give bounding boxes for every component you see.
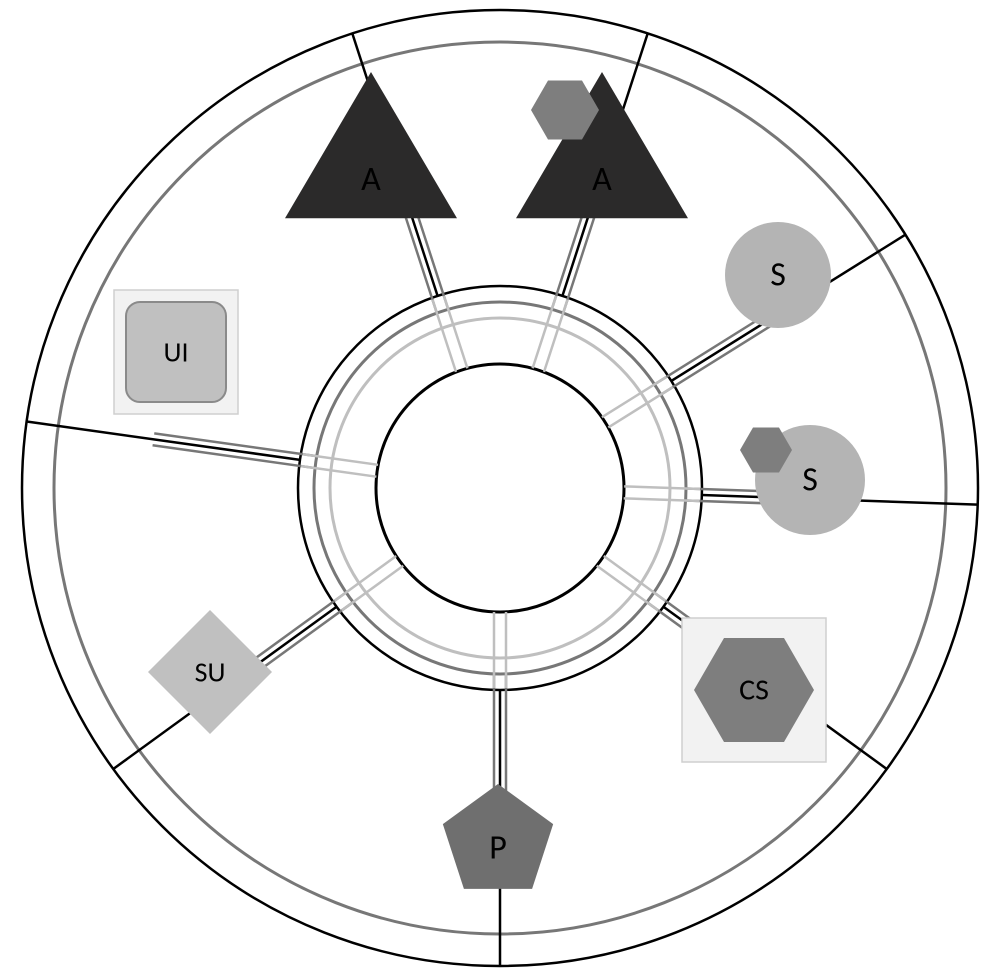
node-label-su: SU xyxy=(195,655,226,690)
node-label-a1: A xyxy=(361,159,381,200)
node-label-p: P xyxy=(489,828,507,869)
spoke-inner xyxy=(303,454,378,465)
nodes xyxy=(126,72,865,889)
spoke-mid xyxy=(153,445,315,468)
ring xyxy=(376,364,624,612)
node-label-s1: S xyxy=(770,255,786,296)
spoke-inner xyxy=(301,466,376,477)
spoke-mid xyxy=(154,433,316,456)
node-label-a2: A xyxy=(592,159,612,200)
spoke-outer xyxy=(27,421,300,459)
radial-diagram: A A S S CS P SU UI xyxy=(0,0,1000,976)
ring xyxy=(314,302,686,674)
ring xyxy=(330,318,670,658)
spoke-inner xyxy=(624,498,700,501)
node-label-ui: UI xyxy=(163,335,188,370)
spoke-inner xyxy=(624,486,700,489)
node-label-s2: S xyxy=(802,460,818,501)
node-label-cs: CS xyxy=(739,672,769,709)
